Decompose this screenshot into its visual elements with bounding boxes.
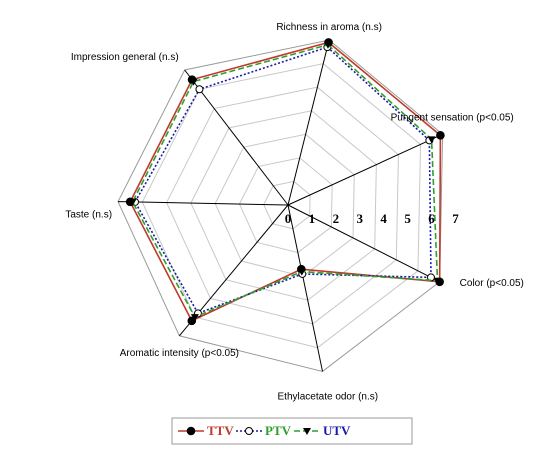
- axis-label: Ethylacetate odor (n.s): [278, 391, 379, 402]
- tick-label: 1: [309, 211, 316, 226]
- data-point-UTV: [297, 268, 306, 276]
- tick-label: 4: [380, 211, 387, 226]
- legend-label-TTV: TTV: [207, 423, 234, 438]
- legend: TTV PTV UTV: [171, 417, 413, 445]
- radar-spokes: [118, 39, 443, 372]
- legend-marker-UTV: [303, 428, 311, 435]
- spoke-5: [118, 201, 289, 206]
- axis-label: Taste (n.s): [65, 210, 112, 221]
- axis-label: Color (p<0.05): [460, 278, 524, 289]
- legend-label-UTV: UTV: [323, 423, 351, 438]
- grid-ring-6: [141, 63, 422, 349]
- axis-label: Pungent sensation (p<0.05): [391, 112, 514, 123]
- tick-label: 3: [357, 211, 364, 226]
- data-point-UTV: [189, 78, 198, 86]
- spoke-6: [184, 69, 289, 206]
- spoke-2: [287, 204, 440, 283]
- spoke-3: [287, 204, 324, 372]
- axis-label: Richness in aroma (n.s): [276, 22, 382, 33]
- legend-marker-TTV: [186, 426, 196, 436]
- tick-label: 6: [428, 211, 435, 226]
- spoke-1: [287, 133, 443, 206]
- axis-label: Aromatic intensity (p<0.05): [120, 348, 239, 359]
- grid-ring-2: [238, 157, 333, 254]
- tick-label: 5: [404, 211, 411, 226]
- data-point-TTV: [436, 131, 445, 140]
- legend-box: [171, 417, 413, 445]
- data-point-UTV: [190, 314, 199, 322]
- series-line-PTV: [134, 46, 432, 315]
- grid-ring-1: [263, 180, 311, 230]
- tick-label: 2: [333, 211, 340, 226]
- legend-marker-PTV: [245, 427, 253, 435]
- legend-label-PTV: PTV: [265, 423, 292, 438]
- axis-label: Impression general (n.s): [71, 52, 179, 63]
- spoke-0: [287, 39, 330, 206]
- data-point-UTV: [433, 277, 442, 285]
- grid-ring-7: [117, 39, 444, 373]
- series-line-UTV: [131, 43, 439, 319]
- data-point-UTV: [128, 198, 137, 206]
- grid-ring-5: [166, 86, 399, 325]
- radar-tick-labels: 0 1 2 3 4 5 6 7: [285, 211, 459, 226]
- radar-series: [125, 38, 445, 326]
- data-point-PTV: [195, 85, 204, 94]
- tick-label: 7: [452, 211, 459, 226]
- tick-label: 0: [285, 211, 292, 226]
- grid-ring-4: [190, 110, 377, 301]
- radar-axis-labels: Richness in aroma (n.s) Pungent sensation…: [65, 22, 524, 402]
- grid-ring-3: [214, 133, 355, 277]
- radar-grid: [117, 39, 444, 373]
- data-point-UTV: [427, 136, 436, 144]
- data-point-UTV: [323, 41, 332, 49]
